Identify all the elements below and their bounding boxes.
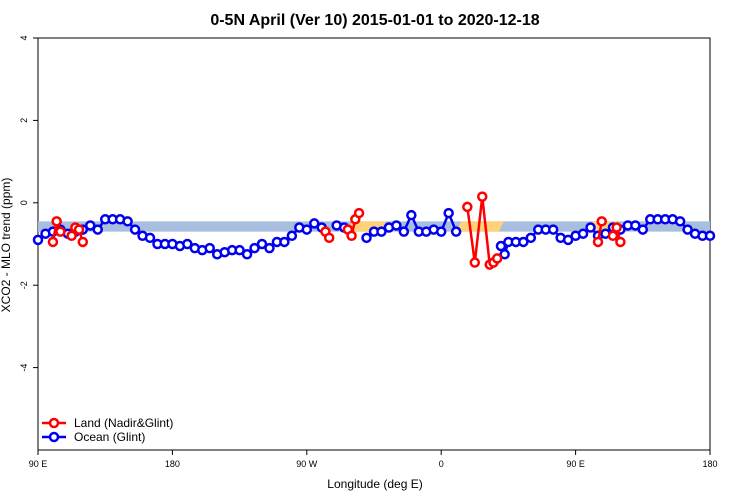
legend: Land (Nadir&Glint) Ocean (Glint) xyxy=(42,416,173,444)
x-tick-label-4: 90 E xyxy=(566,459,585,469)
x-tick-label-1: 180 xyxy=(165,459,180,469)
ocean-point-3-0 xyxy=(495,240,507,252)
y-axis-title: XCO2 - MLO trend (ppm) xyxy=(0,178,13,313)
land-point-3-3 xyxy=(353,207,365,219)
ocean-point-2-0 xyxy=(361,232,372,244)
ocean-point-2-11 xyxy=(443,207,454,219)
ocean-point-2-6 xyxy=(406,209,417,221)
ocean-point-0-30 xyxy=(256,238,268,250)
ocean-point-4-14 xyxy=(704,230,716,242)
ocean-point-4-10 xyxy=(674,216,686,227)
land-point-2-1 xyxy=(323,232,335,244)
land-point-6-1 xyxy=(611,222,622,233)
ocean-point-2-5 xyxy=(398,226,410,237)
ocean-point-0-36 xyxy=(301,224,313,235)
x-tick-label-3: 0 xyxy=(439,459,444,469)
ocean-point-0-37 xyxy=(309,218,320,229)
ocean-point-3-10 xyxy=(562,234,574,246)
ocean-point-0-0 xyxy=(32,234,44,246)
legend-item-ocean: Ocean (Glint) xyxy=(42,430,145,444)
ocean-point-0-28 xyxy=(241,249,253,260)
ocean-point-3-5 xyxy=(525,232,537,244)
ocean-point-4-5 xyxy=(637,224,649,235)
x-tick-label-0: 90 E xyxy=(29,459,48,469)
ocean-point-4-4 xyxy=(630,220,641,231)
land-point-4-1 xyxy=(469,257,481,268)
y-tick-label-2: 0 xyxy=(19,200,29,205)
ocean-point-3-1 xyxy=(499,249,510,260)
land-point-4-5 xyxy=(491,253,503,264)
legend-item-land: Land (Nadir&Glint) xyxy=(42,416,173,430)
land-point-6-0 xyxy=(607,230,619,242)
ocean-point-0-23 xyxy=(204,242,215,254)
land-point-1-3 xyxy=(77,236,89,248)
legend-land-marker xyxy=(48,417,60,429)
land-point-0-2 xyxy=(55,226,66,237)
ocean-point-0-12 xyxy=(122,216,133,227)
ocean-point-4-11 xyxy=(682,224,693,235)
ocean-point-0-29 xyxy=(249,242,260,254)
legend-ocean-marker xyxy=(48,431,60,443)
land-point-5-0 xyxy=(592,236,604,248)
ocean-point-0-20 xyxy=(182,238,193,250)
ocean-point-3-8 xyxy=(547,224,559,235)
ocean-point-3-13 xyxy=(585,222,596,233)
land-point-0-0 xyxy=(47,236,59,248)
land-point-4-2 xyxy=(477,191,488,202)
ocean-point-0-13 xyxy=(129,224,141,235)
ocean-point-0-7 xyxy=(85,220,96,231)
ocean-point-2-12 xyxy=(450,226,462,237)
series-layer xyxy=(32,191,716,270)
land-point-6-2 xyxy=(615,236,626,248)
land-point-0-1 xyxy=(51,216,62,227)
ocean-point-0-33 xyxy=(279,236,290,248)
ocean-point-2-4 xyxy=(391,220,402,231)
x-tick-label-5: 180 xyxy=(702,459,717,469)
legend-land-label: Land (Nadir&Glint) xyxy=(74,416,173,430)
y-tick-label-3: 2 xyxy=(19,118,29,123)
x-axis: 90 E 180 90 W 0 90 E 180 xyxy=(29,450,718,469)
y-axis: -4 -2 0 2 4 xyxy=(19,35,38,372)
ocean-point-0-15 xyxy=(144,232,156,244)
land-point-1-0 xyxy=(66,230,77,242)
ocean-point-2-2 xyxy=(376,226,387,237)
ocean-point-0-34 xyxy=(286,230,298,242)
ocean-point-0-27 xyxy=(234,244,245,256)
ocean-point-2-10 xyxy=(435,226,447,237)
land-point-1-2 xyxy=(73,224,85,235)
ocean-point-0-31 xyxy=(264,242,275,254)
land-point-4-0 xyxy=(462,201,473,213)
ocean-point-0-8 xyxy=(92,224,103,235)
land-point-3-1 xyxy=(346,230,357,242)
ocean-point-3-4 xyxy=(518,236,529,248)
chart-title: 0-5N April (Ver 10) 2015-01-01 to 2020-1… xyxy=(210,12,539,29)
legend-ocean-label: Ocean (Glint) xyxy=(74,430,145,444)
plot-frame xyxy=(37,37,711,451)
y-tick-label-1: -2 xyxy=(19,281,29,289)
y-tick-label-0: -4 xyxy=(19,364,29,372)
x-axis-title: Longitude (deg E) xyxy=(327,477,422,491)
land-point-5-1 xyxy=(596,216,607,227)
y-tick-label-4: 4 xyxy=(19,35,29,40)
x-tick-label-2: 90 W xyxy=(296,459,318,469)
ocean-point-3-12 xyxy=(577,228,589,239)
